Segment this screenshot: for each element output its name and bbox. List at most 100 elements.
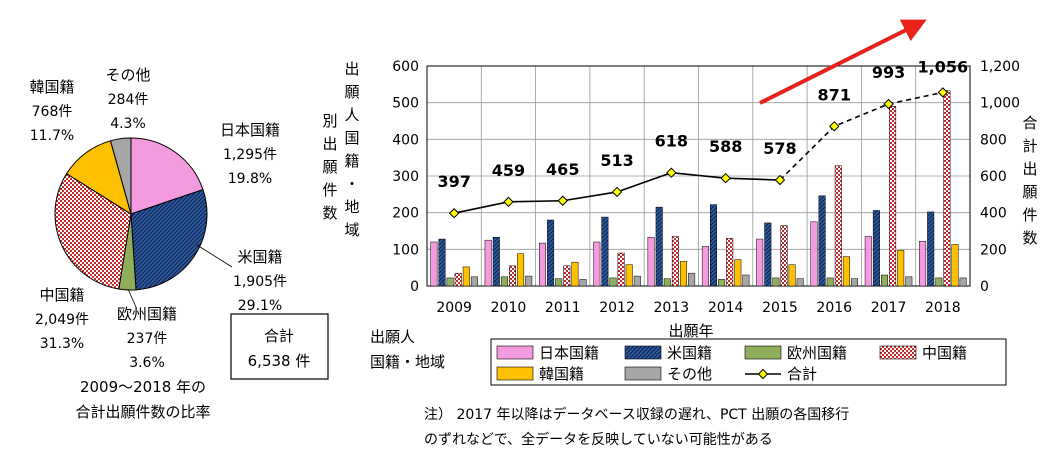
bars (430, 90, 967, 287)
y2-axis-title-char: 合 (1022, 114, 1037, 132)
bar-other (742, 274, 750, 287)
bar-japan (430, 241, 438, 287)
pie-pct-japan: 19.8% (228, 171, 272, 187)
bar-korea (842, 256, 850, 287)
share-pie-chart: 日本国籍 1,295件 19.8% 米国籍 1,905件 29.1% 欧州国籍 237件 3.6… (29, 66, 287, 371)
bar-us (710, 204, 717, 287)
bar-japan (539, 242, 546, 287)
total-marker (720, 172, 731, 184)
pie-label-korea: 韓国籍 (29, 78, 74, 96)
bar-other (959, 277, 967, 287)
total-label: 513 (600, 151, 633, 170)
bar-korea (517, 253, 525, 287)
legend-swatch-china (879, 345, 917, 360)
total-label: 1,056 (918, 57, 969, 76)
bar-korea (625, 264, 633, 287)
bar-europe (881, 274, 888, 287)
bar-us (492, 236, 500, 287)
bar-korea (788, 264, 796, 287)
total-marker (503, 196, 514, 208)
y2-tick-label: 800 (980, 132, 1007, 148)
bar-europe (446, 277, 454, 287)
bar-europe (663, 278, 671, 287)
y2-axis-title-char: 数 (1022, 229, 1037, 247)
bar-korea (571, 261, 579, 287)
pie-label-other: その他 (105, 66, 150, 84)
total-marker (937, 87, 949, 98)
y-axis-title-char: 願 (344, 83, 359, 101)
bar-china (617, 252, 625, 287)
pie-pct-china: 31.3% (40, 336, 84, 352)
bar-europe (555, 278, 563, 287)
y-tick-label: 500 (392, 96, 419, 112)
y-axis-title-char: 出 (322, 135, 337, 153)
legend-label-other: その他 (667, 365, 712, 383)
legend-swatch-korea (496, 366, 534, 381)
total-marker (611, 186, 623, 198)
y-axis-title-char: 地 (344, 198, 359, 216)
axis-labels: 0 100 200 300 400 500 600 0 200 400 600 800 1,000 1,2… (322, 59, 1037, 316)
bar-europe (718, 279, 726, 287)
bar-japan (701, 246, 709, 287)
bar-japan (756, 238, 764, 287)
pie-leader-us (196, 244, 233, 268)
total-marker (557, 195, 568, 206)
note-line2: のずれなどで、全データを反映していない可能性がある (424, 431, 773, 448)
total-label: 459 (492, 161, 525, 180)
bar-europe (935, 277, 943, 287)
bar-china (834, 165, 842, 287)
total-box: 合計 6,538 件 (230, 313, 329, 380)
y2-axis-title: 合計出願件数 (1022, 114, 1037, 247)
bar-europe (500, 276, 508, 287)
total-marker (774, 174, 786, 186)
pie-label-europe: 欧州国籍 (117, 305, 177, 323)
legend-label-korea: 韓国籍 (539, 365, 584, 383)
total-label: 578 (763, 139, 796, 158)
bar-us (872, 210, 880, 287)
pie-slice-other (109, 137, 132, 215)
pie-pct-korea: 11.7% (30, 128, 74, 144)
bar-china (563, 265, 571, 287)
total-line: 397 459 465 513 618 588 578 871 993 1,056 (437, 57, 969, 219)
legend-label-us: 米国籍 (667, 344, 712, 362)
pie-caption-line2: 合計出願件数の比率 (75, 403, 210, 421)
bar-us (818, 195, 826, 287)
pie-count-japan: 1,295件 (223, 147, 277, 163)
bar-japan (919, 241, 927, 287)
pie-count-europe: 237件 (127, 331, 168, 347)
total-line-dashed (779, 91, 944, 181)
x-tick-label: 2010 (491, 300, 527, 316)
total-label: 871 (818, 85, 851, 104)
y-axis-title-char: ・ (344, 175, 359, 193)
x-tick-label: 2009 (436, 300, 472, 316)
pie-pct-europe: 3.6% (129, 355, 165, 371)
bar-us (601, 216, 609, 287)
pie-label-japan: 日本国籍 (220, 121, 280, 139)
bar-china (509, 265, 516, 287)
bar-japan (810, 221, 818, 287)
y-tick-label: 100 (392, 242, 419, 258)
y2-axis-title-char: 計 (1022, 137, 1037, 155)
total-marker (829, 121, 840, 132)
total-label: 588 (709, 137, 742, 156)
y-tick-label: 600 (392, 59, 419, 75)
bar-other (688, 272, 696, 287)
legend-marker-total (757, 368, 769, 380)
legend-swatch-us (624, 345, 662, 360)
bar-korea (734, 259, 742, 287)
y2-tick-label: 1,200 (980, 59, 1020, 75)
legend-label-japan: 日本国籍 (539, 344, 599, 362)
y-axis-title-char: 別 (322, 112, 337, 130)
y-axis-title-char: 願 (322, 158, 337, 176)
y2-tick-label: 600 (980, 169, 1007, 185)
pie-caption-line1: 2009～2018 年の (80, 378, 206, 396)
bar-korea (680, 261, 687, 287)
x-tick-label: 2017 (871, 300, 907, 316)
y2-axis-title-char: 願 (1022, 183, 1037, 201)
bar-china (726, 238, 734, 287)
bar-us (547, 219, 555, 287)
y-tick-label: 400 (392, 132, 419, 148)
total-box-label: 合計 (264, 327, 294, 345)
